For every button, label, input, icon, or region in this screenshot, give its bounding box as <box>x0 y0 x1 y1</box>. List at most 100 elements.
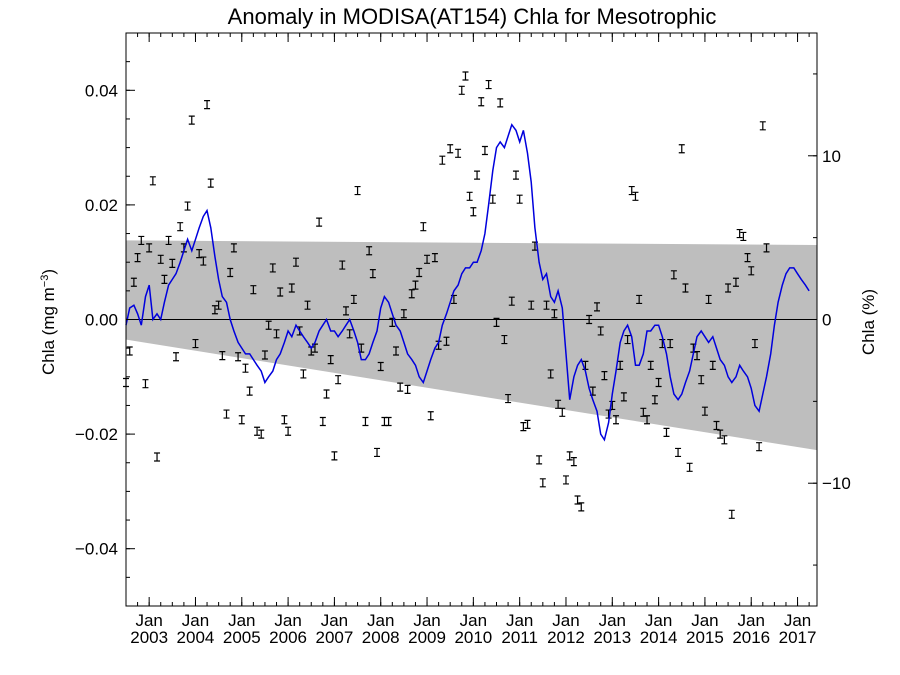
data-point <box>474 170 481 180</box>
data-point <box>242 363 249 373</box>
data-point <box>489 194 496 204</box>
data-point <box>620 392 627 402</box>
y-tick-label: 0.04 <box>85 81 118 100</box>
data-point <box>543 300 550 310</box>
data-point <box>443 336 450 346</box>
data-point <box>261 350 268 360</box>
x-tick-month-label: Jan <box>135 611 162 630</box>
data-point <box>366 246 373 256</box>
data-point <box>300 369 307 379</box>
data-point <box>258 429 265 439</box>
data-point <box>149 176 156 186</box>
data-point <box>416 267 423 278</box>
x-tick-month-label: Jan <box>413 611 440 630</box>
data-point <box>323 389 330 399</box>
x-tick-year-label: 2017 <box>779 628 817 647</box>
data-point <box>539 478 546 488</box>
x-tick-year-label: 2004 <box>177 628 215 647</box>
data-point <box>725 283 732 293</box>
data-point <box>644 415 651 425</box>
x-tick-month-label: Jan <box>691 611 718 630</box>
chart-title: Anomaly in MODISA(AT154) Chla for Mesotr… <box>228 4 717 29</box>
data-point <box>342 306 349 316</box>
data-point <box>154 452 161 462</box>
x-tick-month-label: Jan <box>460 611 487 630</box>
data-point <box>204 100 211 110</box>
data-point <box>705 294 712 305</box>
data-point <box>292 257 299 267</box>
data-point <box>709 360 716 370</box>
data-point <box>188 115 195 125</box>
data-point <box>346 329 353 339</box>
data-point <box>485 79 492 90</box>
plot-area: 0.040.020.00−0.02−0.04100−10Jan2003Jan20… <box>75 32 851 647</box>
data-point <box>420 222 427 232</box>
data-point <box>678 144 685 154</box>
y2-tick-label: −10 <box>822 474 851 493</box>
data-point <box>134 253 141 263</box>
y-tick-label: −0.04 <box>75 540 118 559</box>
y2-axis-label: Chla (%) <box>859 289 878 355</box>
data-point <box>763 243 770 253</box>
x-tick-year-label: 2010 <box>454 628 492 647</box>
data-point <box>547 369 554 379</box>
x-tick-month-label: Jan <box>274 611 301 630</box>
series-line <box>125 123 810 442</box>
x-tick-year-label: 2014 <box>640 628 678 647</box>
data-point <box>269 263 276 273</box>
y-tick-label: 0.00 <box>85 311 118 330</box>
data-point <box>744 253 751 263</box>
data-point <box>574 495 581 505</box>
x-tick-month-label: Jan <box>321 611 348 630</box>
data-point <box>647 360 654 370</box>
data-point <box>184 201 191 211</box>
data-point <box>651 395 658 405</box>
data-point <box>246 386 253 396</box>
data-point <box>736 228 743 239</box>
data-point <box>694 350 701 361</box>
x-tick-year-label: 2016 <box>732 628 770 647</box>
data-point <box>578 502 585 512</box>
data-point <box>273 329 280 339</box>
data-point <box>369 269 376 279</box>
data-point <box>508 296 515 306</box>
data-point <box>192 338 199 349</box>
data-point <box>169 258 176 268</box>
data-point <box>223 409 230 419</box>
data-point <box>211 305 218 315</box>
data-point <box>173 352 180 362</box>
data-point <box>146 243 153 253</box>
data-point <box>632 191 639 201</box>
data-point <box>219 350 226 361</box>
data-point <box>447 144 454 154</box>
data-point <box>562 475 569 485</box>
data-point <box>339 260 346 270</box>
x-tick-month-label: Jan <box>552 611 579 630</box>
data-point <box>721 435 728 445</box>
data-point <box>594 302 601 312</box>
data-point <box>667 338 674 349</box>
y-tick-label: 0.02 <box>85 196 118 215</box>
data-point <box>362 416 369 427</box>
data-point <box>130 277 137 287</box>
data-point <box>655 377 662 388</box>
x-tick-year-label: 2008 <box>362 628 400 647</box>
data-point <box>215 300 222 310</box>
data-point <box>316 217 323 227</box>
data-point <box>686 462 693 472</box>
data-point <box>177 222 184 232</box>
data-point <box>412 280 419 290</box>
data-point <box>732 277 739 287</box>
data-point <box>393 346 400 356</box>
x-tick-year-label: 2003 <box>130 628 168 647</box>
data-point <box>536 455 543 465</box>
data-point <box>165 235 172 246</box>
data-point <box>756 442 763 452</box>
data-point <box>740 231 747 242</box>
data-point <box>466 191 473 201</box>
data-point <box>285 426 292 436</box>
data-point <box>470 207 477 217</box>
data-point <box>138 235 145 246</box>
data-point <box>566 451 573 461</box>
